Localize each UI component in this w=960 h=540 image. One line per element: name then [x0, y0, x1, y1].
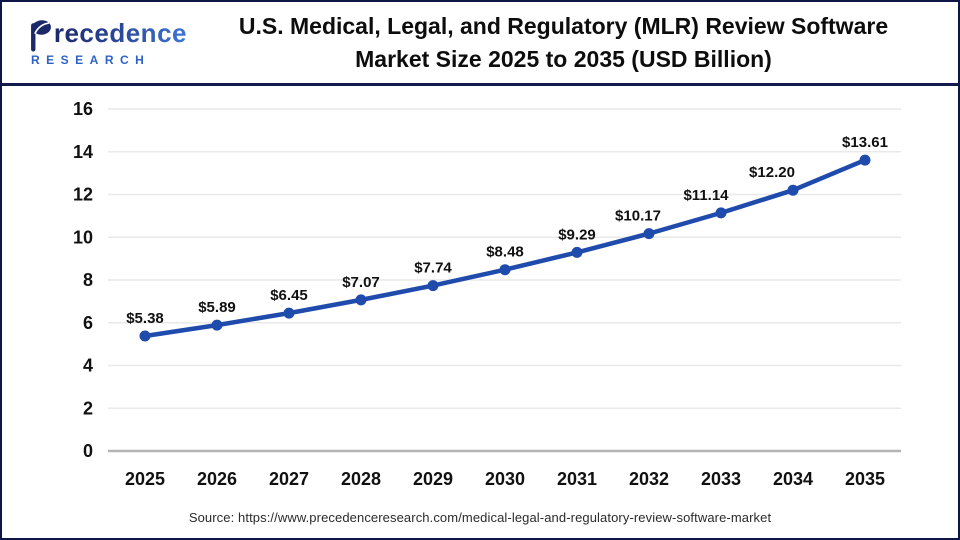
x-axis-tick-label: 2026	[197, 469, 237, 489]
x-axis-tick-label: 2028	[341, 469, 381, 489]
header: recedence RESEARCH U.S. Medical, Legal, …	[2, 2, 958, 86]
precedence-research-logo: recedence RESEARCH	[2, 18, 187, 67]
footer: Source: https://www.precedenceresearch.c…	[2, 501, 958, 533]
data-point-marker	[643, 228, 655, 240]
y-axis-tick-label: 0	[83, 441, 93, 461]
data-point-marker	[715, 207, 727, 219]
data-point-marker	[139, 330, 151, 342]
data-point-label: $6.45	[270, 287, 308, 304]
data-point-marker	[787, 184, 799, 196]
chart-title: U.S. Medical, Legal, and Regulatory (MLR…	[187, 10, 958, 76]
y-axis-tick-label: 6	[83, 313, 93, 333]
data-point-marker	[355, 294, 367, 306]
market-size-line-chart: 0 2 4 6 8 10 12 14 16 2025 2026 2027 2028 2029 2030 203…	[73, 99, 901, 489]
x-axis-tick-label: 2027	[269, 469, 309, 489]
source-citation: Source: https://www.precedenceresearch.c…	[188, 509, 772, 525]
data-point-label: $7.07	[342, 274, 380, 291]
leaf-p-monogram-icon	[31, 20, 51, 52]
y-axis-tick-label: 8	[83, 270, 93, 290]
y-axis-tick-label: 10	[73, 227, 93, 247]
data-point-marker	[283, 307, 295, 319]
x-axis-tick-label: 2025	[125, 469, 165, 489]
x-axis-tick-label: 2035	[845, 469, 885, 489]
data-point-marker	[859, 154, 871, 166]
data-point-marker	[499, 264, 511, 276]
data-point-label: $10.17	[615, 208, 661, 225]
y-axis-tick-label: 4	[83, 356, 93, 376]
data-point-marker	[427, 280, 439, 292]
y-axis-tick-label: 2	[83, 398, 93, 418]
y-axis-tick-label: 16	[73, 99, 93, 119]
chart-title-line-1: U.S. Medical, Legal, and Regulatory (MLR…	[238, 12, 889, 39]
data-point-label: $5.89	[198, 299, 236, 316]
x-axis-tick-label: 2029	[413, 469, 453, 489]
data-point-label: $5.38	[126, 310, 164, 327]
data-point-label: $11.14	[683, 187, 729, 204]
x-axis-tick-label: 2033	[701, 469, 741, 489]
data-point-label: $12.20	[749, 164, 795, 181]
data-point-label: $8.48	[486, 244, 524, 261]
logo-brand-text: recedence	[53, 18, 187, 48]
chart-title-line-2: Market Size 2025 to 2035 (USD Billion)	[355, 45, 772, 72]
data-point-marker	[211, 319, 223, 331]
x-axis-tick-label: 2030	[485, 469, 525, 489]
logo-subtitle-text: RESEARCH	[31, 53, 151, 67]
y-axis-tick-label: 12	[73, 185, 93, 205]
data-point-marker	[571, 246, 583, 258]
x-axis-tick-label: 2032	[629, 469, 669, 489]
y-axis-tick-label: 14	[73, 142, 93, 162]
x-axis-tick-label: 2034	[773, 469, 813, 489]
chart-area: 0 2 4 6 8 10 12 14 16 2025 2026 2027 2028 2029 2030 203…	[2, 86, 958, 501]
data-point-label: $9.29	[558, 226, 596, 243]
data-point-label: $7.74	[414, 260, 452, 277]
x-axis-tick-label: 2031	[557, 469, 597, 489]
data-point-label: $13.61	[842, 134, 888, 151]
